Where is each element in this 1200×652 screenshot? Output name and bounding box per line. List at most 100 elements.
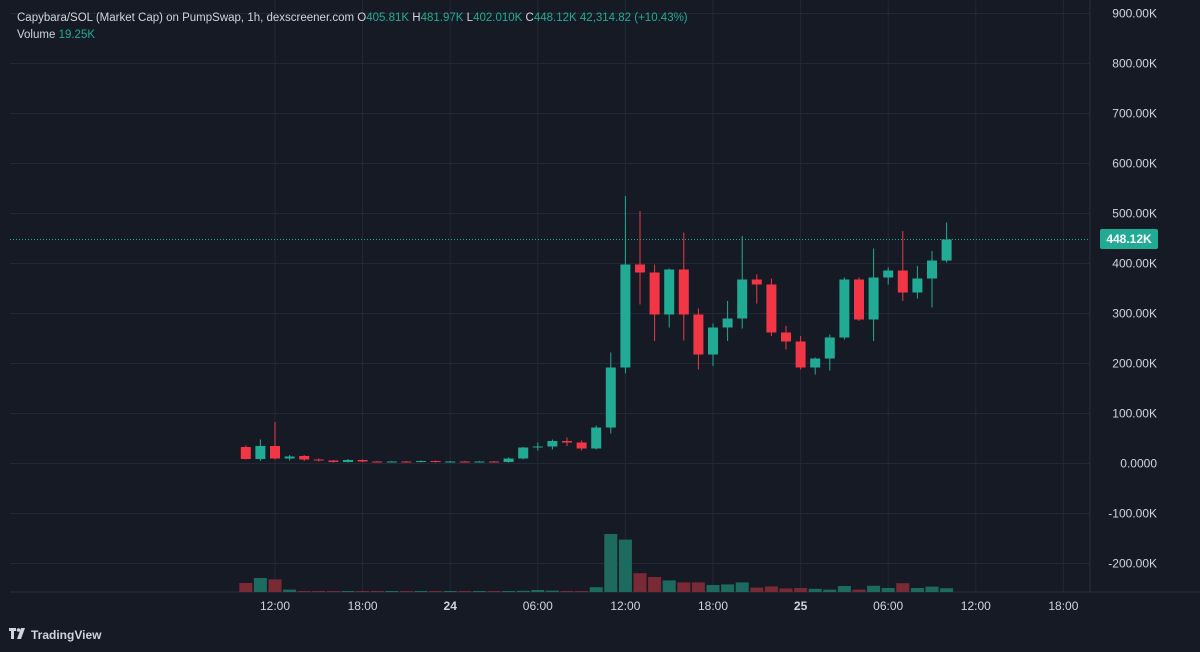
volume-label: Volume xyxy=(17,29,56,41)
volume-bar xyxy=(925,586,939,592)
candle[interactable] xyxy=(693,308,704,370)
candle[interactable] xyxy=(883,267,894,285)
candle[interactable] xyxy=(927,251,937,308)
candle[interactable] xyxy=(459,461,470,463)
y-tick-label: 0.0000 xyxy=(1120,457,1157,471)
candle-body xyxy=(430,461,441,462)
y-tick-label: 600.00K xyxy=(1112,157,1157,171)
open-label: O xyxy=(357,12,367,24)
candle[interactable] xyxy=(489,461,499,463)
y-tick-label: 800.00K xyxy=(1112,57,1157,71)
volume-bar xyxy=(881,588,895,592)
high-label: H xyxy=(412,12,421,24)
candle[interactable] xyxy=(766,278,777,337)
volume-bar xyxy=(823,589,837,592)
volume-bar xyxy=(429,591,443,592)
candle[interactable] xyxy=(532,442,543,451)
candle[interactable] xyxy=(284,455,295,461)
candle[interactable] xyxy=(781,326,791,350)
time-axis[interactable]: 12:00 18:00 24 06:00 12:00 18:00 25 06:00 12:00 1… xyxy=(260,599,1079,613)
candle[interactable] xyxy=(474,461,485,463)
volume-bar xyxy=(502,591,516,592)
candle[interactable] xyxy=(445,461,456,463)
volume-bar xyxy=(808,588,822,592)
x-tick-label: 06:00 xyxy=(523,599,553,613)
candle-body xyxy=(576,442,587,449)
candle[interactable] xyxy=(503,457,514,463)
candle-body xyxy=(489,461,499,463)
change-value: 42,314.82 (+10.43%) xyxy=(579,12,688,24)
tradingview-logo[interactable]: TradingView xyxy=(9,628,101,642)
candle[interactable] xyxy=(255,439,266,462)
candle[interactable] xyxy=(810,357,821,375)
volume-bar xyxy=(560,591,574,592)
candle[interactable] xyxy=(562,437,572,447)
candle[interactable] xyxy=(430,460,441,463)
candle[interactable] xyxy=(299,455,310,461)
candle-body xyxy=(737,279,748,319)
candle[interactable] xyxy=(649,264,660,342)
candle[interactable] xyxy=(605,352,616,434)
symbol-title[interactable]: Capybara/SOL (Market Cap) on PumpSwap, 1… xyxy=(17,12,355,24)
candle-body xyxy=(635,264,645,273)
candle-body xyxy=(766,284,777,333)
volume-bar xyxy=(399,591,413,592)
candle[interactable] xyxy=(372,461,383,463)
price-axis[interactable]: 900.00K 800.00K 700.00K 600.00K 500.00K 400.0… xyxy=(1108,7,1157,571)
candle[interactable] xyxy=(240,445,251,460)
volume-bar xyxy=(472,591,486,592)
candle[interactable] xyxy=(518,447,529,460)
candle[interactable] xyxy=(912,266,923,299)
candle-body xyxy=(299,456,310,460)
x-tick-label: 12:00 xyxy=(961,599,991,613)
candle[interactable] xyxy=(722,301,733,341)
x-tick-label: 24 xyxy=(444,599,458,613)
candle[interactable] xyxy=(591,425,602,450)
x-tick-label: 18:00 xyxy=(348,599,378,613)
candle-body xyxy=(459,461,470,463)
y-tick-label: -100.00K xyxy=(1108,507,1157,521)
candle[interactable] xyxy=(868,248,879,342)
high-value: 481.97K xyxy=(420,12,464,24)
candles[interactable] xyxy=(240,196,952,463)
volume-bar xyxy=(691,582,705,592)
candle-body xyxy=(795,341,806,368)
candle[interactable] xyxy=(386,461,397,463)
volume-bar xyxy=(852,589,866,592)
candle[interactable] xyxy=(737,236,748,329)
candle[interactable] xyxy=(547,439,558,450)
candle[interactable] xyxy=(620,196,631,374)
candle[interactable] xyxy=(854,277,864,322)
y-tick-label: 700.00K xyxy=(1112,107,1157,121)
candle[interactable] xyxy=(401,461,412,463)
candle[interactable] xyxy=(328,460,339,463)
candle-body xyxy=(751,279,762,285)
y-tick-label: 400.00K xyxy=(1112,257,1157,271)
volume-bar xyxy=(341,591,355,592)
candle[interactable] xyxy=(635,211,645,305)
candle[interactable] xyxy=(824,334,835,371)
candle[interactable] xyxy=(678,232,689,341)
candle[interactable] xyxy=(576,440,587,451)
candle[interactable] xyxy=(708,323,718,367)
volume-bar xyxy=(618,539,632,592)
candle[interactable] xyxy=(313,458,324,462)
candle[interactable] xyxy=(897,231,908,301)
candle[interactable] xyxy=(795,336,806,370)
candle[interactable] xyxy=(343,459,353,463)
volume-bars xyxy=(239,534,954,592)
candle[interactable] xyxy=(941,222,952,263)
candle[interactable] xyxy=(270,422,280,460)
candle[interactable] xyxy=(357,459,368,463)
candle[interactable] xyxy=(664,268,675,328)
candle[interactable] xyxy=(839,277,850,340)
x-tick-label: 06:00 xyxy=(873,599,903,613)
candle-body xyxy=(416,461,426,462)
candle[interactable] xyxy=(751,274,762,304)
volume-bar xyxy=(531,590,545,592)
candle-body xyxy=(912,278,923,293)
candle[interactable] xyxy=(416,460,426,463)
volume-bar xyxy=(604,534,618,592)
x-tick-label: 18:00 xyxy=(1048,599,1078,613)
